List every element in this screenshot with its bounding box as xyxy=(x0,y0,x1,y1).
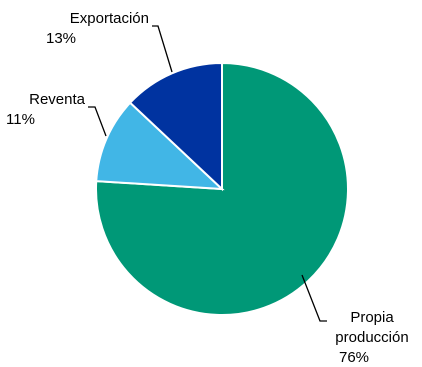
leader-line-exportacion xyxy=(152,25,173,73)
slice-exportacion xyxy=(128,61,223,192)
slice-percent-reventa: 11% xyxy=(6,111,35,128)
pie-slices xyxy=(95,61,349,316)
slice-labels: Propia producción 76% Reventa 11% Exportación… xyxy=(6,10,409,366)
leader-line-reventa xyxy=(88,106,107,137)
leader-lines xyxy=(88,25,327,322)
slice-label-reventa: Reventa xyxy=(29,91,86,108)
leader-line-propia-produccion xyxy=(301,274,327,322)
slice-label-propia-produccion: Propia xyxy=(350,309,394,326)
slice-label-propia-produccion: producción xyxy=(335,329,408,346)
slice-percent-propia-produccion: 76% xyxy=(339,349,369,366)
slice-label-exportacion: Exportación xyxy=(70,10,149,27)
slice-propia-produccion xyxy=(95,61,349,316)
slice-reventa xyxy=(95,101,225,191)
slice-percent-exportacion: 13% xyxy=(46,30,76,47)
